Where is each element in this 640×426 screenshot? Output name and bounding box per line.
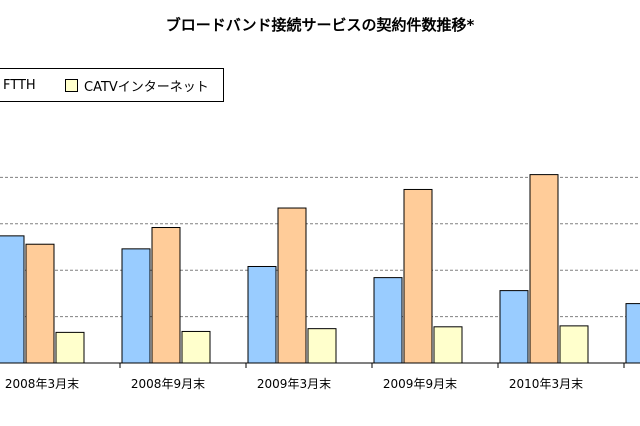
bar-1-2 — [181, 330, 211, 364]
x-tick-label-0: 2008年3月末 — [5, 377, 79, 391]
bar-3-2 — [433, 326, 463, 364]
legend-label-catv: CATVインターネット — [84, 79, 209, 95]
bar-2-1 — [277, 207, 307, 364]
legend-swatch-catv — [65, 78, 78, 92]
legend-item-ftth: FTTH — [3, 69, 36, 101]
bar-4-0 — [499, 290, 529, 364]
bar-0-1 — [25, 243, 55, 364]
legend-item-catv: CATVインターネット — [65, 69, 209, 101]
bar-2-0 — [247, 265, 277, 364]
chart-title: ブロードバンド接続サービスの契約件数推移* — [165, 16, 475, 34]
bar-2-2 — [307, 328, 337, 364]
x-tick-label-1: 2008年9月末 — [131, 377, 205, 391]
bar-0-2 — [55, 331, 85, 364]
legend-label-ftth: FTTH — [3, 77, 36, 93]
legend: FTTH CATVインターネット — [0, 68, 224, 102]
bar-0-0 — [0, 235, 25, 364]
bar-5-0 — [625, 303, 640, 364]
x-tick-label-2: 2009年3月末 — [257, 377, 331, 391]
bar-3-1 — [403, 188, 433, 364]
bar-3-0 — [373, 277, 403, 364]
x-tick-label-4: 2010年3月末 — [509, 377, 583, 391]
x-tick-label-3: 2009年9月末 — [383, 377, 457, 391]
bar-4-2 — [559, 325, 589, 364]
bar-4-1 — [529, 174, 559, 364]
bar-1-1 — [151, 227, 181, 364]
bar-1-0 — [121, 248, 151, 364]
